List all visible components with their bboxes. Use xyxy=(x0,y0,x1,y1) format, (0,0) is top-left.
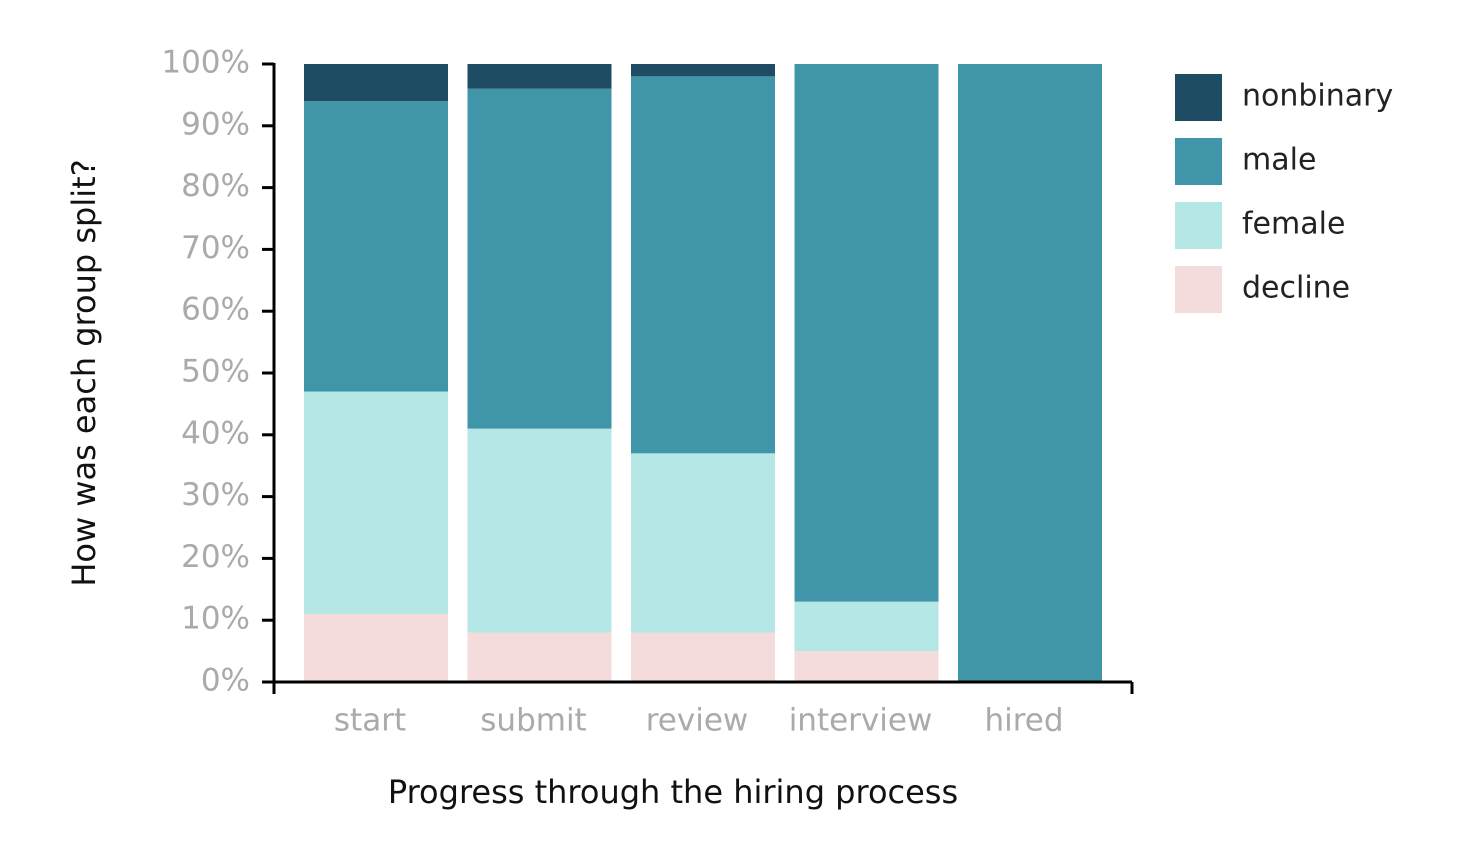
y-tick-label: 60% xyxy=(181,292,250,328)
y-tick-label: 100% xyxy=(161,45,250,81)
legend-label: female xyxy=(1242,207,1345,242)
bar-segment xyxy=(467,64,612,89)
y-tick-label: 70% xyxy=(181,230,250,266)
x-tick-label: start xyxy=(334,703,406,739)
bar-segment xyxy=(304,391,448,615)
bar-segment xyxy=(631,453,775,633)
y-tick-label: 10% xyxy=(181,601,250,637)
legend-swatch xyxy=(1175,202,1222,249)
bar-segment xyxy=(304,614,448,682)
y-tick-label: 80% xyxy=(181,168,250,204)
legend-label: male xyxy=(1242,143,1316,178)
legend-label: nonbinary xyxy=(1242,79,1393,114)
bar-segment xyxy=(958,64,1102,682)
bar-segment xyxy=(631,76,775,454)
bar-segment xyxy=(794,601,939,652)
bar-segment xyxy=(467,428,612,633)
bar-segment xyxy=(631,632,775,682)
legend-swatch xyxy=(1175,266,1222,313)
bar-segment xyxy=(794,651,939,682)
x-tick-label: review xyxy=(646,703,749,739)
legend-swatch xyxy=(1175,138,1222,185)
y-tick-label: 0% xyxy=(201,663,250,699)
legend-swatch xyxy=(1175,74,1222,121)
y-axis-title: How was each group split? xyxy=(65,159,103,586)
y-tick-label: 50% xyxy=(181,354,250,390)
bar-segment xyxy=(467,632,612,682)
bar-segment xyxy=(304,101,448,392)
legend-label: decline xyxy=(1242,271,1350,306)
bar-segment xyxy=(467,88,612,429)
bar-segment xyxy=(794,64,939,602)
x-axis-title: Progress through the hiring process xyxy=(388,773,958,811)
x-tick-label: hired xyxy=(984,703,1063,739)
y-tick-label: 30% xyxy=(181,477,250,513)
y-tick-label: 40% xyxy=(181,415,250,451)
y-tick-label: 20% xyxy=(181,539,250,575)
x-tick-label: interview xyxy=(789,703,933,739)
x-tick-label: submit xyxy=(480,703,586,739)
y-tick-label: 90% xyxy=(181,106,250,142)
bar-segment xyxy=(304,64,448,102)
bar-segment xyxy=(631,64,775,77)
